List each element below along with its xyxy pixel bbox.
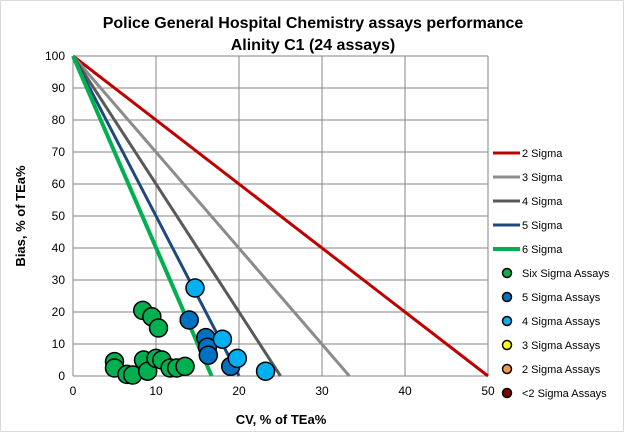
legend-label: 3 Sigma Assays <box>522 340 601 352</box>
x-tick-label: 0 <box>70 384 77 398</box>
legend-label: 3 Sigma <box>522 172 563 184</box>
x-tick-label: 20 <box>232 384 246 398</box>
y-tick-label: 90 <box>52 81 66 95</box>
sigma-line <box>71 55 282 377</box>
chart-subtitle: Alinity C1 (24 assays) <box>231 37 396 54</box>
legend-label: <2 Sigma Assays <box>522 388 607 400</box>
data-point <box>198 345 219 365</box>
y-tick-label: 70 <box>52 145 66 159</box>
data-point <box>227 348 248 369</box>
legend-label: 2 Sigma <box>522 148 563 160</box>
y-tick-label: 50 <box>52 209 66 223</box>
y-tick-label: 0 <box>58 369 65 383</box>
legend-marker <box>501 387 513 399</box>
y-tick-label: 60 <box>52 177 66 191</box>
sigma-line <box>71 55 241 377</box>
legend-label: Six Sigma Assays <box>522 268 610 280</box>
y-tick-label: 30 <box>52 273 66 287</box>
legend-label: 5 Sigma <box>522 220 563 232</box>
legend-label: 4 Sigma <box>522 196 563 208</box>
legend-marker <box>501 267 513 279</box>
legend-marker <box>501 315 513 327</box>
legend-marker <box>501 363 513 375</box>
x-tick-label: 40 <box>398 384 412 398</box>
data-point <box>185 278 205 298</box>
y-tick-label: 10 <box>52 337 66 351</box>
data-point <box>212 329 233 349</box>
data-point <box>175 356 195 377</box>
data-point <box>179 310 199 330</box>
y-tick-label: 40 <box>52 241 66 255</box>
x-tick-label: 10 <box>149 384 163 398</box>
x-tick-label: 50 <box>481 384 495 398</box>
legend-marker <box>501 339 513 351</box>
y-tick-label: 100 <box>45 49 65 63</box>
legend-label: 5 Sigma Assays <box>522 292 601 304</box>
data-point <box>255 361 276 381</box>
legend-label: 4 Sigma Assays <box>522 316 601 328</box>
y-axis-label: Bias, % of TEa% <box>13 165 28 267</box>
sigma-line <box>71 55 351 377</box>
x-axis-label: CV, % of TEa% <box>236 412 327 427</box>
chart-title: Police General Hospital Chemistry assays… <box>103 15 524 32</box>
data-point <box>148 318 169 338</box>
legend-label: 2 Sigma Assays <box>522 364 601 376</box>
legend-label: 6 Sigma <box>522 244 563 256</box>
sigma-line <box>72 54 489 378</box>
y-tick-label: 80 <box>52 113 66 127</box>
legend-marker <box>501 291 513 303</box>
y-tick-label: 20 <box>52 305 66 319</box>
x-tick-label: 30 <box>315 384 329 398</box>
